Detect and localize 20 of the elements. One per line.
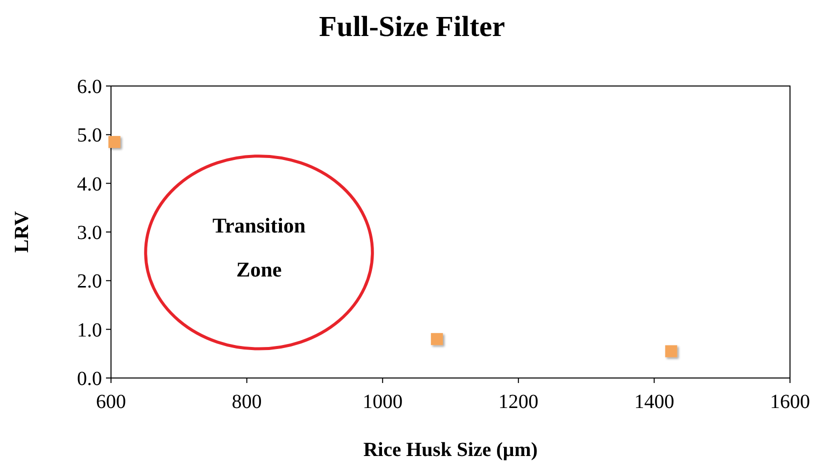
y-tick-label: 4.0: [77, 173, 102, 196]
y-axis-title: LRV: [11, 210, 33, 253]
y-tick-label: 1.0: [77, 319, 102, 342]
y-tick-label: 5.0: [77, 124, 102, 147]
x-tick-label: 800: [232, 391, 262, 413]
annotation: Transition Zone: [212, 213, 306, 282]
point: [108, 136, 120, 148]
point: [430, 333, 443, 346]
chart-title: Full-Size Filter: [318, 11, 506, 43]
x-tick-label: 1400: [634, 391, 674, 413]
y-tick-label: 6.0: [77, 76, 102, 98]
x-axis-title: Rice Husk Size (µm): [363, 439, 538, 461]
y-tick-label: 0.0: [77, 368, 102, 390]
x-tick-label: 600: [96, 391, 126, 413]
point: [665, 345, 678, 358]
x-tick-label: 1000: [362, 391, 403, 413]
x-tick-label: 1600: [770, 391, 810, 413]
y-tick-label: 3.0: [77, 222, 102, 244]
x-tick-label: 1200: [498, 391, 538, 413]
y-tick-label: 2.0: [77, 270, 102, 293]
